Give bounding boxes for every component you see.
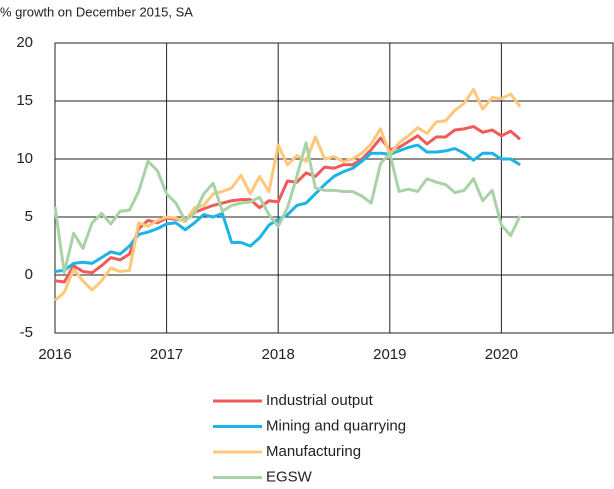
legend-label: Manufacturing — [266, 443, 361, 460]
series-line — [54, 125, 522, 284]
series-line — [54, 87, 522, 302]
series-line — [54, 143, 521, 274]
y-tick-label: 0 — [25, 266, 33, 283]
y-tick-label: 10 — [16, 150, 33, 167]
legend-label: EGSW — [266, 468, 313, 485]
x-tick-label: 2016 — [38, 346, 71, 363]
plot-frame — [54, 42, 614, 334]
legend-label: Mining and quarrying — [266, 417, 406, 434]
series-line — [53, 141, 522, 275]
y-tick-label: -5 — [20, 324, 33, 341]
y-tick-label: 15 — [16, 92, 33, 109]
y-tick-label: 5 — [25, 208, 33, 225]
chart-subtitle: % growth on December 2015, SA — [0, 4, 193, 19]
x-tick-label: 2017 — [150, 346, 183, 363]
x-tick-label: 2018 — [262, 346, 295, 363]
y-tick-label: 20 — [16, 34, 33, 51]
legend-label: Industrial output — [266, 392, 374, 409]
x-tick-label: 2019 — [373, 346, 406, 363]
x-tick-label: 2020 — [485, 346, 518, 363]
